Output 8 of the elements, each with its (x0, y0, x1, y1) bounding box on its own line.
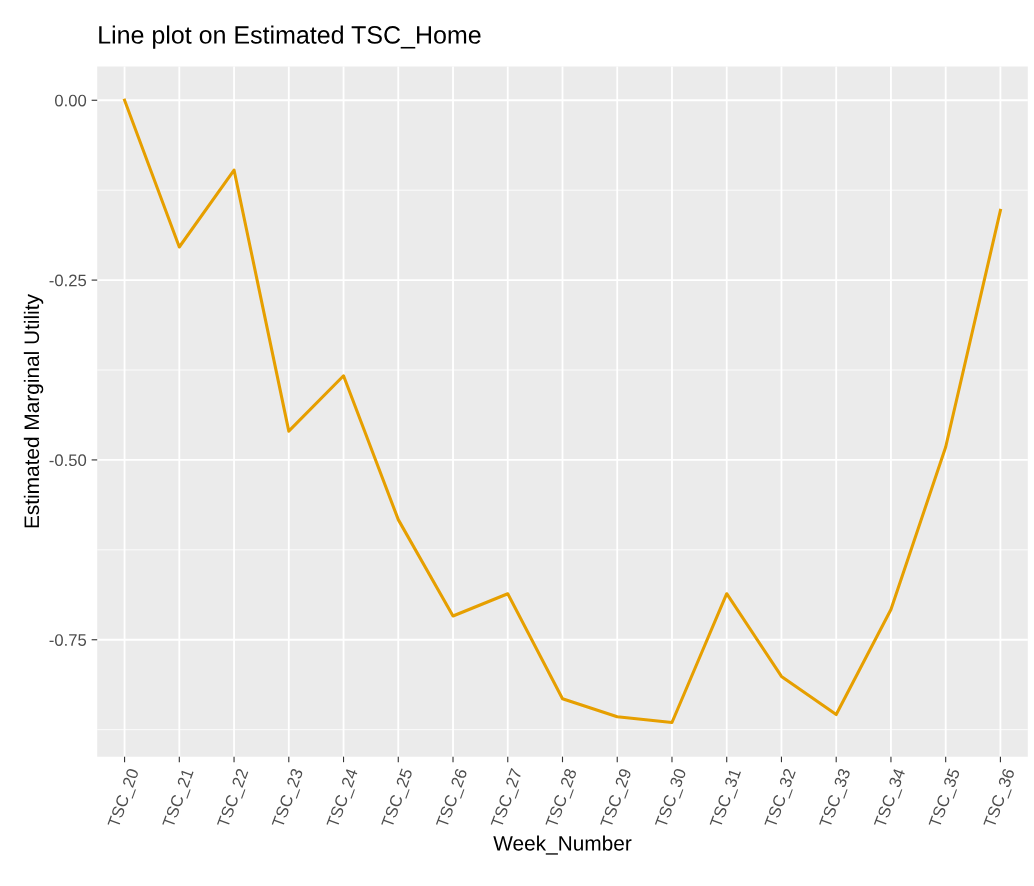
line-series (123, 98, 1002, 725)
chart-title: Line plot on Estimated TSC_Home (99, 25, 481, 49)
y-tick-label: -0.25 (49, 274, 87, 287)
y-axis-title: Estimated Marginal Utility (23, 294, 44, 528)
y-tick-label: -0.50 (49, 454, 87, 467)
y-tick-label: 0.00 (55, 94, 87, 107)
x-axis-title: Week_Number (493, 835, 632, 855)
y-tick-label: -0.75 (49, 634, 87, 646)
